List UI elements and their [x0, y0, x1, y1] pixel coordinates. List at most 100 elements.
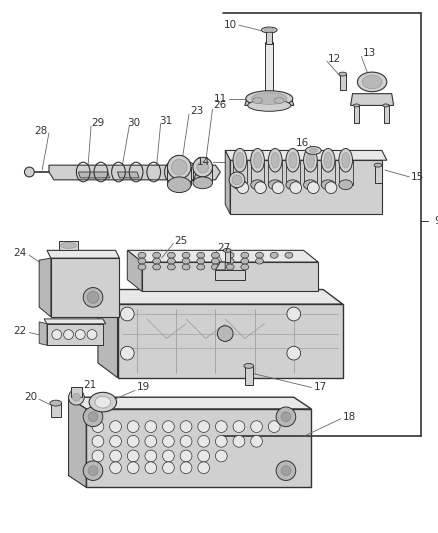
Ellipse shape: [274, 98, 283, 103]
Ellipse shape: [167, 177, 191, 192]
Bar: [192, 167, 212, 183]
Ellipse shape: [306, 152, 314, 168]
Bar: [47, 324, 102, 345]
Text: 15: 15: [410, 172, 424, 182]
Ellipse shape: [127, 435, 139, 447]
Text: 12: 12: [327, 54, 340, 64]
Ellipse shape: [268, 180, 281, 190]
Ellipse shape: [272, 182, 283, 193]
Text: 30: 30: [127, 118, 140, 128]
Ellipse shape: [110, 435, 121, 447]
Bar: [265, 42, 272, 95]
Bar: [215, 270, 244, 280]
Ellipse shape: [240, 258, 248, 264]
Ellipse shape: [245, 91, 292, 107]
Polygon shape: [78, 172, 110, 178]
Ellipse shape: [196, 252, 204, 258]
Text: 27: 27: [217, 244, 230, 253]
Bar: [167, 167, 191, 185]
Ellipse shape: [162, 435, 174, 447]
Bar: [374, 165, 381, 183]
Ellipse shape: [289, 182, 301, 193]
Ellipse shape: [353, 104, 359, 107]
Polygon shape: [225, 150, 230, 214]
Text: 24: 24: [13, 248, 26, 259]
Ellipse shape: [233, 435, 244, 447]
Ellipse shape: [145, 450, 156, 462]
Ellipse shape: [182, 258, 190, 264]
Ellipse shape: [255, 258, 263, 264]
Text: 28: 28: [34, 126, 47, 136]
Ellipse shape: [110, 462, 121, 474]
Ellipse shape: [196, 264, 204, 270]
Ellipse shape: [68, 390, 84, 405]
Ellipse shape: [303, 180, 317, 190]
Ellipse shape: [110, 421, 121, 432]
Ellipse shape: [305, 147, 321, 155]
Ellipse shape: [145, 435, 156, 447]
Ellipse shape: [211, 264, 219, 270]
Ellipse shape: [182, 252, 190, 258]
Ellipse shape: [162, 450, 174, 462]
Ellipse shape: [285, 180, 299, 190]
Ellipse shape: [198, 462, 209, 474]
Polygon shape: [44, 319, 106, 324]
Ellipse shape: [382, 104, 388, 107]
Text: 9: 9: [433, 216, 438, 226]
Ellipse shape: [270, 252, 278, 258]
Text: 16: 16: [296, 138, 309, 148]
Text: 17: 17: [313, 383, 326, 392]
Text: 14: 14: [197, 157, 210, 167]
Ellipse shape: [182, 264, 190, 270]
Ellipse shape: [52, 330, 62, 340]
Ellipse shape: [276, 461, 295, 480]
Ellipse shape: [138, 264, 145, 270]
Ellipse shape: [325, 182, 336, 193]
Ellipse shape: [361, 75, 381, 89]
Polygon shape: [225, 150, 386, 160]
Ellipse shape: [268, 421, 279, 432]
Ellipse shape: [211, 252, 219, 258]
Polygon shape: [350, 94, 393, 106]
Bar: [86, 409, 311, 487]
Ellipse shape: [341, 152, 349, 168]
Text: 31: 31: [159, 116, 173, 126]
Ellipse shape: [180, 450, 191, 462]
Bar: [244, 366, 252, 385]
Bar: [117, 304, 342, 378]
Ellipse shape: [152, 258, 160, 264]
Ellipse shape: [192, 177, 212, 189]
Ellipse shape: [233, 149, 246, 172]
Ellipse shape: [307, 182, 318, 193]
Bar: [268, 160, 281, 185]
Text: 20: 20: [24, 392, 37, 402]
Bar: [51, 258, 119, 317]
Ellipse shape: [145, 421, 156, 432]
Ellipse shape: [373, 163, 381, 167]
Ellipse shape: [247, 100, 290, 111]
Ellipse shape: [250, 149, 264, 172]
Ellipse shape: [253, 152, 261, 168]
Bar: [59, 240, 78, 251]
Bar: [266, 32, 272, 44]
Ellipse shape: [264, 28, 274, 32]
Polygon shape: [244, 95, 293, 106]
Ellipse shape: [233, 180, 246, 190]
Ellipse shape: [167, 252, 175, 258]
Ellipse shape: [83, 288, 102, 307]
Ellipse shape: [237, 182, 248, 193]
Ellipse shape: [196, 161, 208, 173]
Ellipse shape: [75, 330, 85, 340]
Ellipse shape: [180, 462, 191, 474]
Ellipse shape: [89, 392, 116, 412]
Ellipse shape: [87, 330, 97, 340]
Bar: [353, 106, 359, 123]
Text: 10: 10: [223, 20, 237, 30]
Ellipse shape: [226, 252, 233, 258]
Ellipse shape: [250, 421, 262, 432]
Ellipse shape: [250, 435, 262, 447]
Ellipse shape: [180, 435, 191, 447]
Ellipse shape: [250, 180, 264, 190]
Bar: [321, 160, 334, 185]
Ellipse shape: [167, 264, 175, 270]
